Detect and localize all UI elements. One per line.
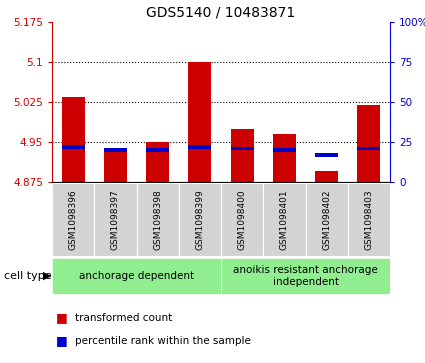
Bar <box>104 148 127 152</box>
FancyBboxPatch shape <box>136 183 179 256</box>
FancyBboxPatch shape <box>179 183 221 256</box>
Bar <box>315 153 338 157</box>
Text: transformed count: transformed count <box>75 313 173 323</box>
FancyBboxPatch shape <box>52 183 94 256</box>
Bar <box>104 150 127 182</box>
FancyBboxPatch shape <box>221 183 263 256</box>
Text: ■: ■ <box>56 311 68 325</box>
Bar <box>146 142 169 182</box>
Text: GSM1098398: GSM1098398 <box>153 189 162 250</box>
Bar <box>230 147 254 150</box>
Bar <box>273 134 296 182</box>
FancyBboxPatch shape <box>94 183 136 256</box>
Text: GSM1098403: GSM1098403 <box>364 189 374 250</box>
Text: anchorage dependent: anchorage dependent <box>79 271 194 281</box>
Bar <box>315 171 338 182</box>
Bar <box>188 62 212 182</box>
Text: GSM1098401: GSM1098401 <box>280 189 289 250</box>
FancyBboxPatch shape <box>263 183 306 256</box>
Text: ■: ■ <box>56 334 68 347</box>
Bar <box>188 145 212 149</box>
Text: anoikis resistant anchorage
independent: anoikis resistant anchorage independent <box>233 265 378 287</box>
Text: cell type: cell type <box>4 271 52 281</box>
Title: GDS5140 / 10483871: GDS5140 / 10483871 <box>146 5 296 20</box>
Text: GSM1098396: GSM1098396 <box>68 189 78 250</box>
Bar <box>273 148 296 152</box>
Text: GSM1098399: GSM1098399 <box>196 189 204 250</box>
Bar <box>357 147 380 150</box>
FancyBboxPatch shape <box>348 183 390 256</box>
FancyBboxPatch shape <box>221 258 390 294</box>
FancyBboxPatch shape <box>306 183 348 256</box>
Text: GSM1098397: GSM1098397 <box>111 189 120 250</box>
Text: GSM1098402: GSM1098402 <box>322 189 331 250</box>
Bar <box>230 129 254 182</box>
Text: GSM1098400: GSM1098400 <box>238 189 246 250</box>
Bar <box>146 148 169 152</box>
Bar <box>62 97 85 182</box>
Text: ▶: ▶ <box>42 271 51 281</box>
Bar <box>62 145 85 149</box>
Text: percentile rank within the sample: percentile rank within the sample <box>75 336 251 346</box>
FancyBboxPatch shape <box>52 258 221 294</box>
Bar <box>357 105 380 182</box>
